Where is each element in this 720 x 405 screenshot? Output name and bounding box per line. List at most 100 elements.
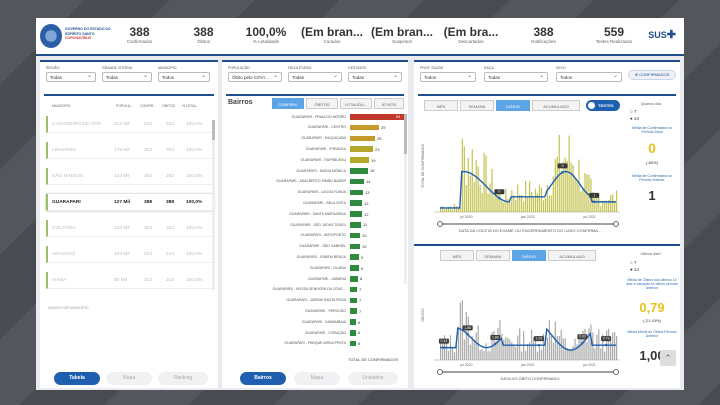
table-cell: SÃO MATEUS: [52, 174, 84, 179]
bar-value: 10: [362, 243, 367, 249]
tabela-button[interactable]: Tabela: [54, 372, 100, 385]
point-label-box: [533, 336, 544, 342]
filter-faixa-etaria[interactable]: FAIXA ETÁRIA Todas: [288, 66, 342, 82]
bar: [616, 336, 618, 360]
confirmados-toggle-button[interactable]: ⊕ CONFIRMADOS: [628, 70, 676, 80]
bar[interactable]: [350, 297, 357, 304]
bar[interactable]: [350, 135, 375, 142]
tab-ativos[interactable]: ATIVOS: [374, 98, 404, 109]
filter-grande-vitoria[interactable]: GRANDE VITÓRIA Todas: [102, 66, 152, 82]
top-tab-diario[interactable]: DIÁRIO: [496, 100, 530, 111]
bottom-tab-acumulado[interactable]: ACUMULADO: [548, 250, 596, 261]
bottom-radio-7[interactable]: ○ 7: [630, 260, 637, 265]
bar: [554, 321, 556, 360]
filter-regiao[interactable]: REGIÃO Todas: [46, 66, 96, 82]
bar[interactable]: [350, 308, 357, 314]
bar-value: 14: [366, 179, 371, 185]
bar: [521, 351, 523, 360]
bar[interactable]: [350, 200, 362, 206]
top-tab-mes[interactable]: MÊS: [424, 100, 458, 111]
top-tab-semana[interactable]: SEMANA: [460, 100, 494, 111]
top-radio-14[interactable]: ● 14: [630, 116, 639, 121]
bar: [540, 187, 543, 212]
testes-toggle[interactable]: TESTES: [586, 100, 620, 111]
table-row[interactable]: ARACRUZ 103 Mil 214 214 100,0%: [46, 246, 214, 263]
col-obitos[interactable]: ÓBITOS: [162, 104, 176, 108]
bar: [608, 199, 610, 212]
bar[interactable]: [350, 286, 357, 293]
bar[interactable]: [350, 168, 368, 174]
moving-average-line: [440, 170, 616, 209]
confirmados-chart[interactable]: TOTAL DE CONFIRMADOS 0 0 1 jul 2020 jan 2021 j…: [420, 114, 626, 240]
bar-value: 12: [364, 211, 369, 217]
bar[interactable]: [350, 319, 356, 325]
table-row[interactable]: SÃO MATEUS 133 Mil 262 262 100,0%: [46, 168, 214, 185]
bottom-tab-semana[interactable]: SEMANA: [476, 250, 510, 261]
tab-confirmados[interactable]: CONFIRM.: [272, 98, 304, 109]
bottom-radio-14[interactable]: ● 14: [630, 267, 639, 272]
bar[interactable]: [350, 232, 360, 239]
bar: [457, 326, 459, 360]
filter-municipio[interactable]: MUNICÍPIO Todos: [158, 66, 210, 82]
bar[interactable]: [350, 114, 404, 120]
col-populacao[interactable]: POPULA...: [116, 104, 134, 108]
bar[interactable]: [350, 178, 364, 185]
bottom-tab-diario[interactable]: DIÁRIO: [512, 250, 546, 261]
col-municipio[interactable]: MUNICÍPIO: [52, 104, 71, 108]
bar[interactable]: [350, 254, 359, 260]
tab-obitos[interactable]: ÓBITOS: [306, 98, 338, 109]
tab-letalidade[interactable]: LETALIDA...: [340, 98, 372, 109]
obitos-chart[interactable]: ÓBITOS 0,43 1,86 1,86 1,93 0,93 0,79 jul 2020 ja…: [420, 264, 626, 388]
chevron-up-icon[interactable]: ⌃: [660, 350, 676, 366]
table-row[interactable]: VIANA 80 Mil 213 213 100,0%: [46, 272, 214, 289]
unidades-button[interactable]: Unidades: [348, 372, 398, 385]
table-row[interactable]: LINHARES 175 Mil 303 303 100,0%: [46, 142, 214, 159]
filter-sexo[interactable]: SEXO Todos: [556, 66, 622, 82]
bar[interactable]: [350, 243, 360, 250]
bar[interactable]: [350, 146, 373, 152]
bottom-media-atual-value: 0,79: [639, 300, 665, 315]
bar: [572, 345, 574, 360]
bar-label: GUARAPARI - LAGOA FUNDA: [297, 190, 346, 195]
top-tab-acumulado[interactable]: ACUMULADO: [532, 100, 580, 111]
table-row[interactable]: COLATINA 123 Mil 323 323 100,0%: [46, 220, 214, 237]
bar: [548, 320, 550, 360]
table-row[interactable]: GUARAPARI 127 Mil 388 388 100,0%: [46, 194, 214, 211]
bar[interactable]: [350, 222, 361, 228]
col-letalidade[interactable]: % LETAL.: [182, 104, 198, 108]
filter-gestante[interactable]: GESTANTE Todas: [348, 66, 402, 82]
bar[interactable]: [350, 265, 359, 271]
mapa-button-2[interactable]: Mapa: [294, 372, 340, 385]
bar[interactable]: [350, 124, 379, 131]
bairros-title: Bairros: [228, 99, 253, 106]
bar[interactable]: [350, 340, 356, 347]
mapa-button[interactable]: Mapa: [106, 372, 152, 385]
filter-populacao[interactable]: POPULAÇÃO Óbito pelo COVI...: [228, 66, 282, 82]
col-confirmados[interactable]: CONFIR.: [140, 104, 155, 108]
filter-prof-saude[interactable]: PROF. SAÚDE Todos: [420, 66, 476, 82]
kpi-curados: (Em bran... Curados: [300, 25, 363, 44]
table-cell: 133 Mil: [114, 174, 130, 179]
ranking-button[interactable]: Ranking: [158, 372, 208, 385]
table-row[interactable]: CACHOEIRO DE ITAP. 212 Mil 523 523 100,0%: [46, 116, 214, 133]
bar: [548, 195, 550, 212]
bottom-tab-mes[interactable]: MÊS: [440, 250, 474, 261]
bar: [519, 194, 521, 212]
top-radio-7[interactable]: ○ 7: [630, 109, 637, 114]
bairros-button[interactable]: Bairros: [240, 372, 286, 385]
bar[interactable]: [350, 276, 358, 282]
table-cell: 213: [144, 278, 153, 283]
state-emblem-icon: [40, 24, 62, 48]
filter-raca[interactable]: RAÇA Todas: [484, 66, 548, 82]
bar[interactable]: [350, 211, 362, 217]
bar-label: GUARAPARI - BELA VISTA: [302, 200, 346, 205]
bar: [483, 152, 485, 212]
bars-scrollbar[interactable]: [404, 114, 407, 284]
bar[interactable]: [350, 330, 356, 336]
kpi-testes: 559 Testes Realizados: [595, 25, 633, 44]
point-marker: [604, 343, 608, 347]
bar: [487, 351, 489, 360]
bar[interactable]: [350, 157, 369, 163]
bar[interactable]: [350, 189, 363, 196]
table-scrollbar[interactable]: [212, 120, 215, 290]
